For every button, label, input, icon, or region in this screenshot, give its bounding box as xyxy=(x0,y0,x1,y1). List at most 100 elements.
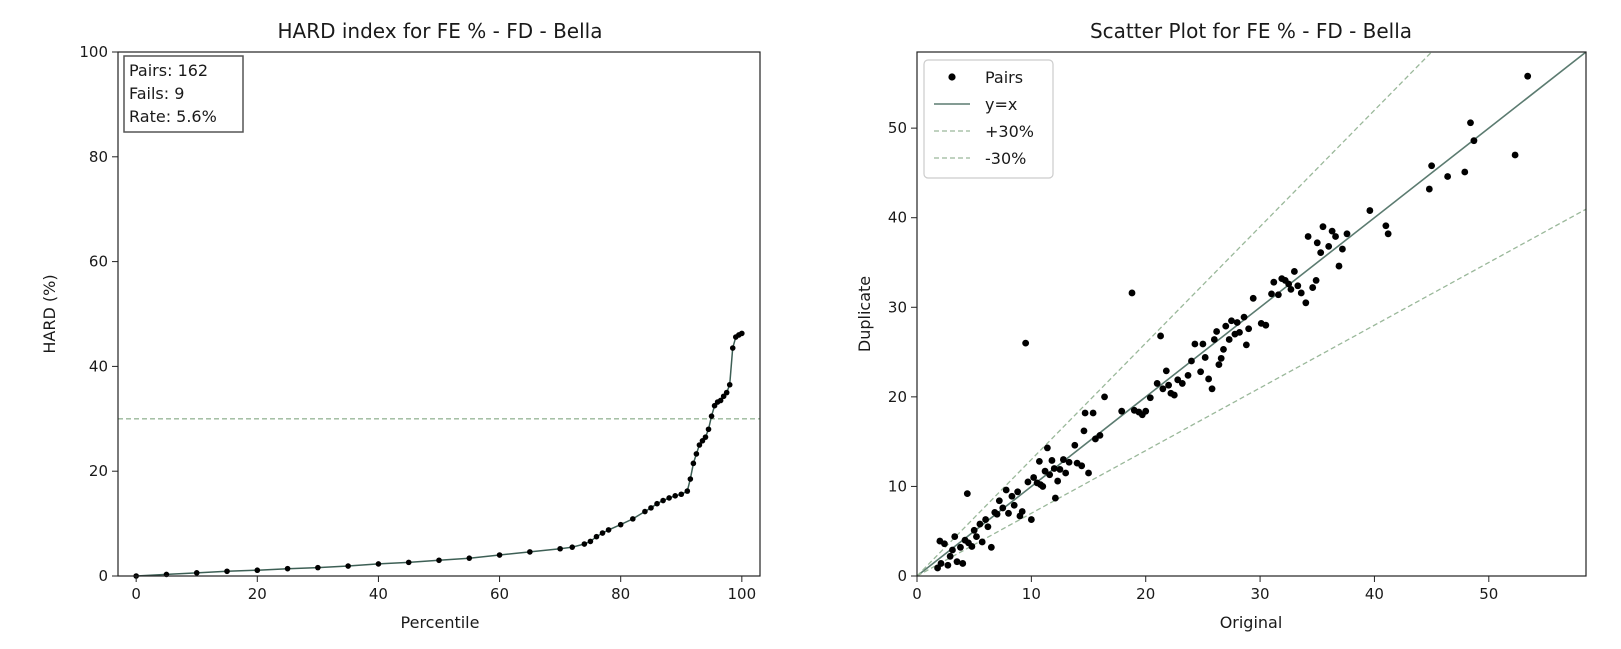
pair-point xyxy=(1092,435,1099,443)
pair-point xyxy=(941,540,948,548)
hard-point xyxy=(696,442,703,448)
hard-point xyxy=(705,426,712,433)
pair-point xyxy=(1056,466,1064,473)
hard-point xyxy=(436,557,442,564)
left-chart-title: HARD index for FE % - FD - Bella xyxy=(278,19,603,43)
pair-point xyxy=(1240,313,1248,321)
pair-point xyxy=(1199,340,1207,348)
right-chart-title: Scatter Plot for FE % - FD - Bella xyxy=(1090,19,1412,43)
pair-point xyxy=(976,520,984,528)
hard-point xyxy=(375,561,382,567)
hard-point xyxy=(729,345,736,351)
hard-point xyxy=(557,545,563,552)
pair-point xyxy=(1184,371,1192,379)
pair-point xyxy=(1366,207,1374,214)
legend-yx-label: y=x xyxy=(985,95,1017,114)
hard-point xyxy=(587,538,594,545)
pair-point xyxy=(1467,119,1474,127)
pair-point xyxy=(995,497,1003,505)
pair-point xyxy=(963,490,971,497)
x-tick-label: 60 xyxy=(490,585,509,603)
stats-fails: Fails: 9 xyxy=(129,84,184,103)
pair-point xyxy=(1309,284,1317,291)
pair-point xyxy=(1022,339,1030,347)
pair-point xyxy=(1294,282,1302,290)
pair-point xyxy=(1065,458,1073,466)
pair-point xyxy=(1101,393,1108,401)
hard-point xyxy=(684,488,691,494)
pair-point xyxy=(968,543,976,550)
pair-point xyxy=(1197,368,1205,376)
hard-point xyxy=(599,530,606,536)
pair-point xyxy=(1188,357,1195,365)
pair-point xyxy=(1002,486,1010,494)
pair-point xyxy=(1274,291,1282,299)
pair-point xyxy=(1051,494,1059,502)
pair-point xyxy=(1217,354,1225,362)
pair-point xyxy=(1014,488,1022,496)
y-tick-label: 100 xyxy=(79,43,108,61)
legend: Pairs y=x +30% -30% xyxy=(923,59,1054,179)
pair-point xyxy=(1085,469,1092,477)
pair-point xyxy=(1191,340,1199,348)
pair-point xyxy=(1470,137,1478,145)
stats-box-frame xyxy=(123,55,244,133)
hard-point xyxy=(405,559,412,566)
hard-point xyxy=(726,381,733,388)
pair-point xyxy=(953,558,961,566)
hard-point xyxy=(642,508,648,515)
pair-point xyxy=(937,560,945,567)
pair-point xyxy=(1461,168,1469,176)
left-y-axis-label: HARD (%) xyxy=(40,274,59,353)
x-tick-label: 30 xyxy=(1251,585,1270,603)
pair-point xyxy=(1208,385,1216,393)
pair-point xyxy=(1325,242,1333,250)
pair-point xyxy=(1162,367,1170,375)
pair-point xyxy=(1312,277,1320,284)
pair-point xyxy=(1081,409,1089,417)
pair-point xyxy=(970,526,978,534)
pair-point xyxy=(1444,173,1452,180)
pair-point xyxy=(1511,151,1519,159)
pair-point xyxy=(1222,322,1230,330)
pair-point xyxy=(1062,469,1070,477)
pair-point xyxy=(1030,474,1038,481)
x-tick-label: 20 xyxy=(1136,585,1155,603)
hard-point xyxy=(496,552,503,558)
y-tick-label: 40 xyxy=(888,209,907,227)
hard-point xyxy=(690,460,697,467)
left-x-ticks: 0 20 40 60 80 100 xyxy=(131,576,756,603)
right-y-ticks: 0 10 20 30 40 50 xyxy=(888,119,917,585)
pair-point xyxy=(1159,385,1167,393)
pair-point xyxy=(944,561,952,569)
hard-index-panel: HARD index for FE % - FD - Bella 0 20 40 60… xyxy=(40,19,761,632)
y-tick-label: 60 xyxy=(89,253,108,271)
y-tick-label: 10 xyxy=(888,477,907,495)
y-tick-label: 80 xyxy=(89,148,108,166)
right-x-ticks: 0 10 20 30 40 50 xyxy=(912,576,1498,603)
hard-point xyxy=(617,521,624,528)
hard-point xyxy=(284,565,291,572)
pair-point xyxy=(1302,299,1310,307)
pair-point xyxy=(984,523,992,531)
x-tick-label: 10 xyxy=(1022,585,1041,603)
pair-point xyxy=(1285,280,1293,288)
hard-point xyxy=(254,567,261,574)
legend-pairs-label: Pairs xyxy=(985,68,1023,87)
pair-point xyxy=(1089,409,1097,417)
x-tick-label: 40 xyxy=(1365,585,1384,603)
pair-point xyxy=(1304,233,1312,240)
pair-point xyxy=(1146,394,1154,402)
pair-point xyxy=(1270,278,1278,286)
hard-point xyxy=(678,491,685,498)
pair-point xyxy=(1174,376,1182,384)
right-x-axis-label: Original xyxy=(1220,613,1283,632)
hard-point xyxy=(739,330,745,337)
hard-point xyxy=(224,568,230,575)
hard-point xyxy=(660,497,666,504)
pair-point xyxy=(1339,245,1346,253)
y-tick-label: 50 xyxy=(888,119,907,137)
pair-point xyxy=(1010,501,1018,509)
pair-point xyxy=(1313,239,1321,247)
pair-point xyxy=(1382,222,1390,230)
